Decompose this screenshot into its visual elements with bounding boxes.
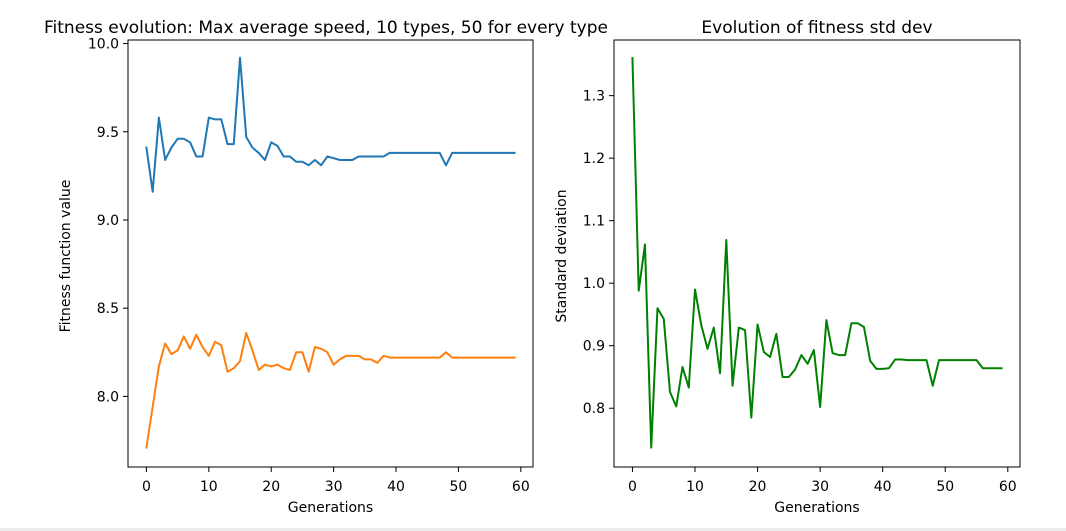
y-tick-label: 9.0 [97, 213, 119, 229]
y-tick-label: 1.3 [583, 89, 605, 105]
x-axis-label: Generations [288, 500, 373, 516]
y-tick-label: 1.1 [583, 214, 605, 230]
y-tick-label: 9.5 [97, 125, 119, 141]
x-axis-label: Generations [774, 500, 859, 516]
x-tick-label: 30 [325, 479, 343, 495]
y-tick-label: 0.9 [583, 339, 605, 355]
x-tick-label: 50 [450, 479, 468, 495]
y-tick-label: 1.0 [583, 276, 605, 292]
y-tick-label: 8.5 [97, 301, 119, 317]
x-tick-label: 40 [874, 479, 892, 495]
y-axis-label: Fitness function value [58, 180, 74, 333]
series-line-1 [145, 56, 516, 193]
x-tick-label: 40 [387, 479, 405, 495]
x-tick-label: 50 [936, 479, 954, 495]
x-tick-label: 60 [512, 479, 530, 495]
x-tick-label: 0 [628, 479, 637, 495]
axes-frame [127, 39, 534, 468]
chart-title: Evolution of fitness std dev [701, 18, 932, 38]
axes-frame [613, 39, 1021, 468]
series-line-1 [631, 57, 1003, 449]
fitness-chart: Fitness evolution: Max average speed, 10… [44, 18, 608, 516]
y-tick-label: 8.0 [97, 389, 119, 405]
y-tick-label: 1.2 [583, 151, 605, 167]
y-tick-label: 10.0 [88, 37, 119, 53]
x-tick-label: 20 [749, 479, 767, 495]
stddev-chart: Evolution of fitness std dev 0 10 20 30 40 50 6… [554, 18, 1021, 516]
footer-bar [0, 528, 1066, 531]
y-tick-label: 0.8 [583, 401, 605, 417]
y-axis-label: Standard deviation [554, 189, 570, 322]
x-tick-label: 30 [811, 479, 829, 495]
x-tick-label: 0 [142, 479, 151, 495]
x-tick-label: 10 [200, 479, 218, 495]
chart-title: Fitness evolution: Max average speed, 10… [44, 18, 608, 38]
x-tick-label: 10 [686, 479, 704, 495]
series-line-2 [145, 331, 516, 449]
x-tick-label: 20 [262, 479, 280, 495]
x-tick-label: 60 [999, 479, 1017, 495]
